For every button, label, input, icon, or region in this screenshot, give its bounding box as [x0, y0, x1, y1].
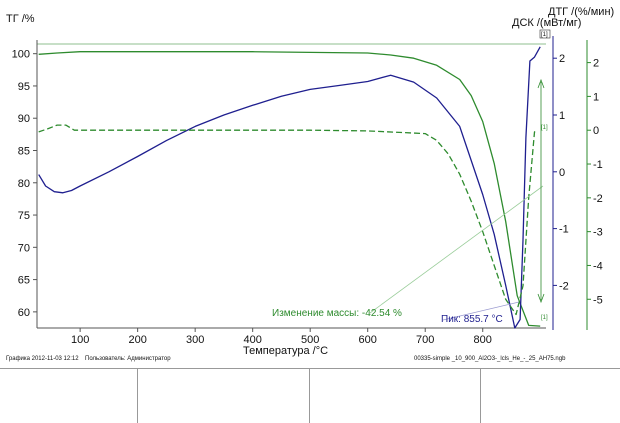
- series-layer: [38, 46, 541, 329]
- tg-tick-label: 60: [18, 307, 30, 319]
- tg-ticks: 60 65 70 75 80 85 90 95 100: [12, 49, 37, 319]
- x-axis-label: Температура /°C: [243, 345, 328, 357]
- dtg-tick-label: -5: [593, 294, 603, 306]
- dsc-series-line: [38, 46, 541, 329]
- dtg-ticks: -5 -4 -3 -2 -1 0 1 2: [587, 58, 603, 306]
- tg-tick-label: 90: [18, 113, 30, 125]
- footer-cell-1: [0, 369, 138, 423]
- dtg-tick-label: 0: [593, 125, 599, 137]
- dsc-tick-label: -2: [559, 280, 569, 292]
- x-tick-label: 500: [301, 334, 319, 346]
- dtg-series-line: [38, 124, 538, 316]
- tg-tick-label: 75: [18, 210, 30, 222]
- tg-tick-label: 95: [18, 81, 30, 93]
- plot-frame: [36, 36, 588, 330]
- dtg-tick-label: 2: [593, 58, 599, 70]
- report-footer-table: [0, 368, 620, 423]
- tg-tick-label: 80: [18, 178, 30, 190]
- marker-1a: [1]: [541, 125, 548, 131]
- dsc-tick-label: 1: [559, 110, 565, 122]
- mass-change-annotation: Изменение массы: -42.54 %: [272, 308, 402, 319]
- footer-info: Графика 2012-11-03 12:12 Пользователь: А…: [6, 356, 566, 362]
- tg-axis-label: ТГ /%: [6, 13, 35, 25]
- dsc-ticks: -2 -1 0 1 2: [553, 53, 569, 292]
- mass-step-arrowhead-bottom: [537, 293, 545, 304]
- dtg-tick-label: -4: [593, 260, 603, 272]
- file-name: 00335-simple _10_900_Al2O3-_lcls_He_-_25…: [414, 356, 566, 362]
- dtg-axis-label: ДТГ /(%/мин): [548, 6, 614, 18]
- dtg-tick-label: -2: [593, 193, 603, 205]
- dtg-tick-label: 1: [593, 91, 599, 103]
- x-tick-label: 800: [474, 334, 492, 346]
- peak-leader: [442, 301, 520, 321]
- x-tick-label: 100: [71, 334, 89, 346]
- x-tick-label: 700: [416, 334, 434, 346]
- marker-1b: [1]: [541, 315, 548, 321]
- annotation-layer: Изменение массы: -42.54 % Пик: 855.7 °C …: [272, 29, 551, 325]
- x-tick-label: 300: [186, 334, 204, 346]
- dsc-axis-label: ДСК /(мВт/мг): [512, 17, 581, 29]
- tg-series-line: [38, 51, 541, 327]
- peak-annotation: Пик: 855.7 °C: [441, 314, 503, 325]
- footer-cell-2: [137, 369, 310, 423]
- mass-change-leader: [369, 185, 544, 314]
- dtg-tick-label: -3: [593, 227, 603, 239]
- user-label: Пользователь: Администратор: [85, 356, 171, 362]
- tg-tick-label: 70: [18, 242, 30, 254]
- tg-tick-label: 100: [12, 49, 30, 61]
- footer-cell-3: [309, 369, 481, 423]
- tg-tick-label: 85: [18, 146, 30, 158]
- stack-marker: [1]: [541, 32, 548, 38]
- x-ticks: 100 200 300 400 500 600 700 800: [71, 328, 492, 346]
- graphic-date: Графика 2012-11-03 12:12: [6, 356, 79, 362]
- mass-step-arrowhead-top: [537, 78, 545, 89]
- x-tick-label: 200: [128, 334, 146, 346]
- dsc-tick-label: 2: [559, 53, 565, 65]
- axis-titles: ТГ /% ДСК /(мВт/мг) ДТГ /(%/мин) Темпера…: [6, 6, 614, 357]
- tg-tick-label: 65: [18, 275, 30, 287]
- x-tick-label: 600: [359, 334, 377, 346]
- thermal-analysis-chart: ТГ /% ДСК /(мВт/мг) ДТГ /(%/мин) Темпера…: [6, 6, 614, 362]
- stack-marker-box: [539, 29, 551, 39]
- dsc-tick-label: -1: [559, 224, 569, 236]
- dtg-tick-label: -1: [593, 159, 603, 171]
- x-tick-label: 400: [243, 334, 261, 346]
- dsc-tick-label: 0: [559, 167, 565, 179]
